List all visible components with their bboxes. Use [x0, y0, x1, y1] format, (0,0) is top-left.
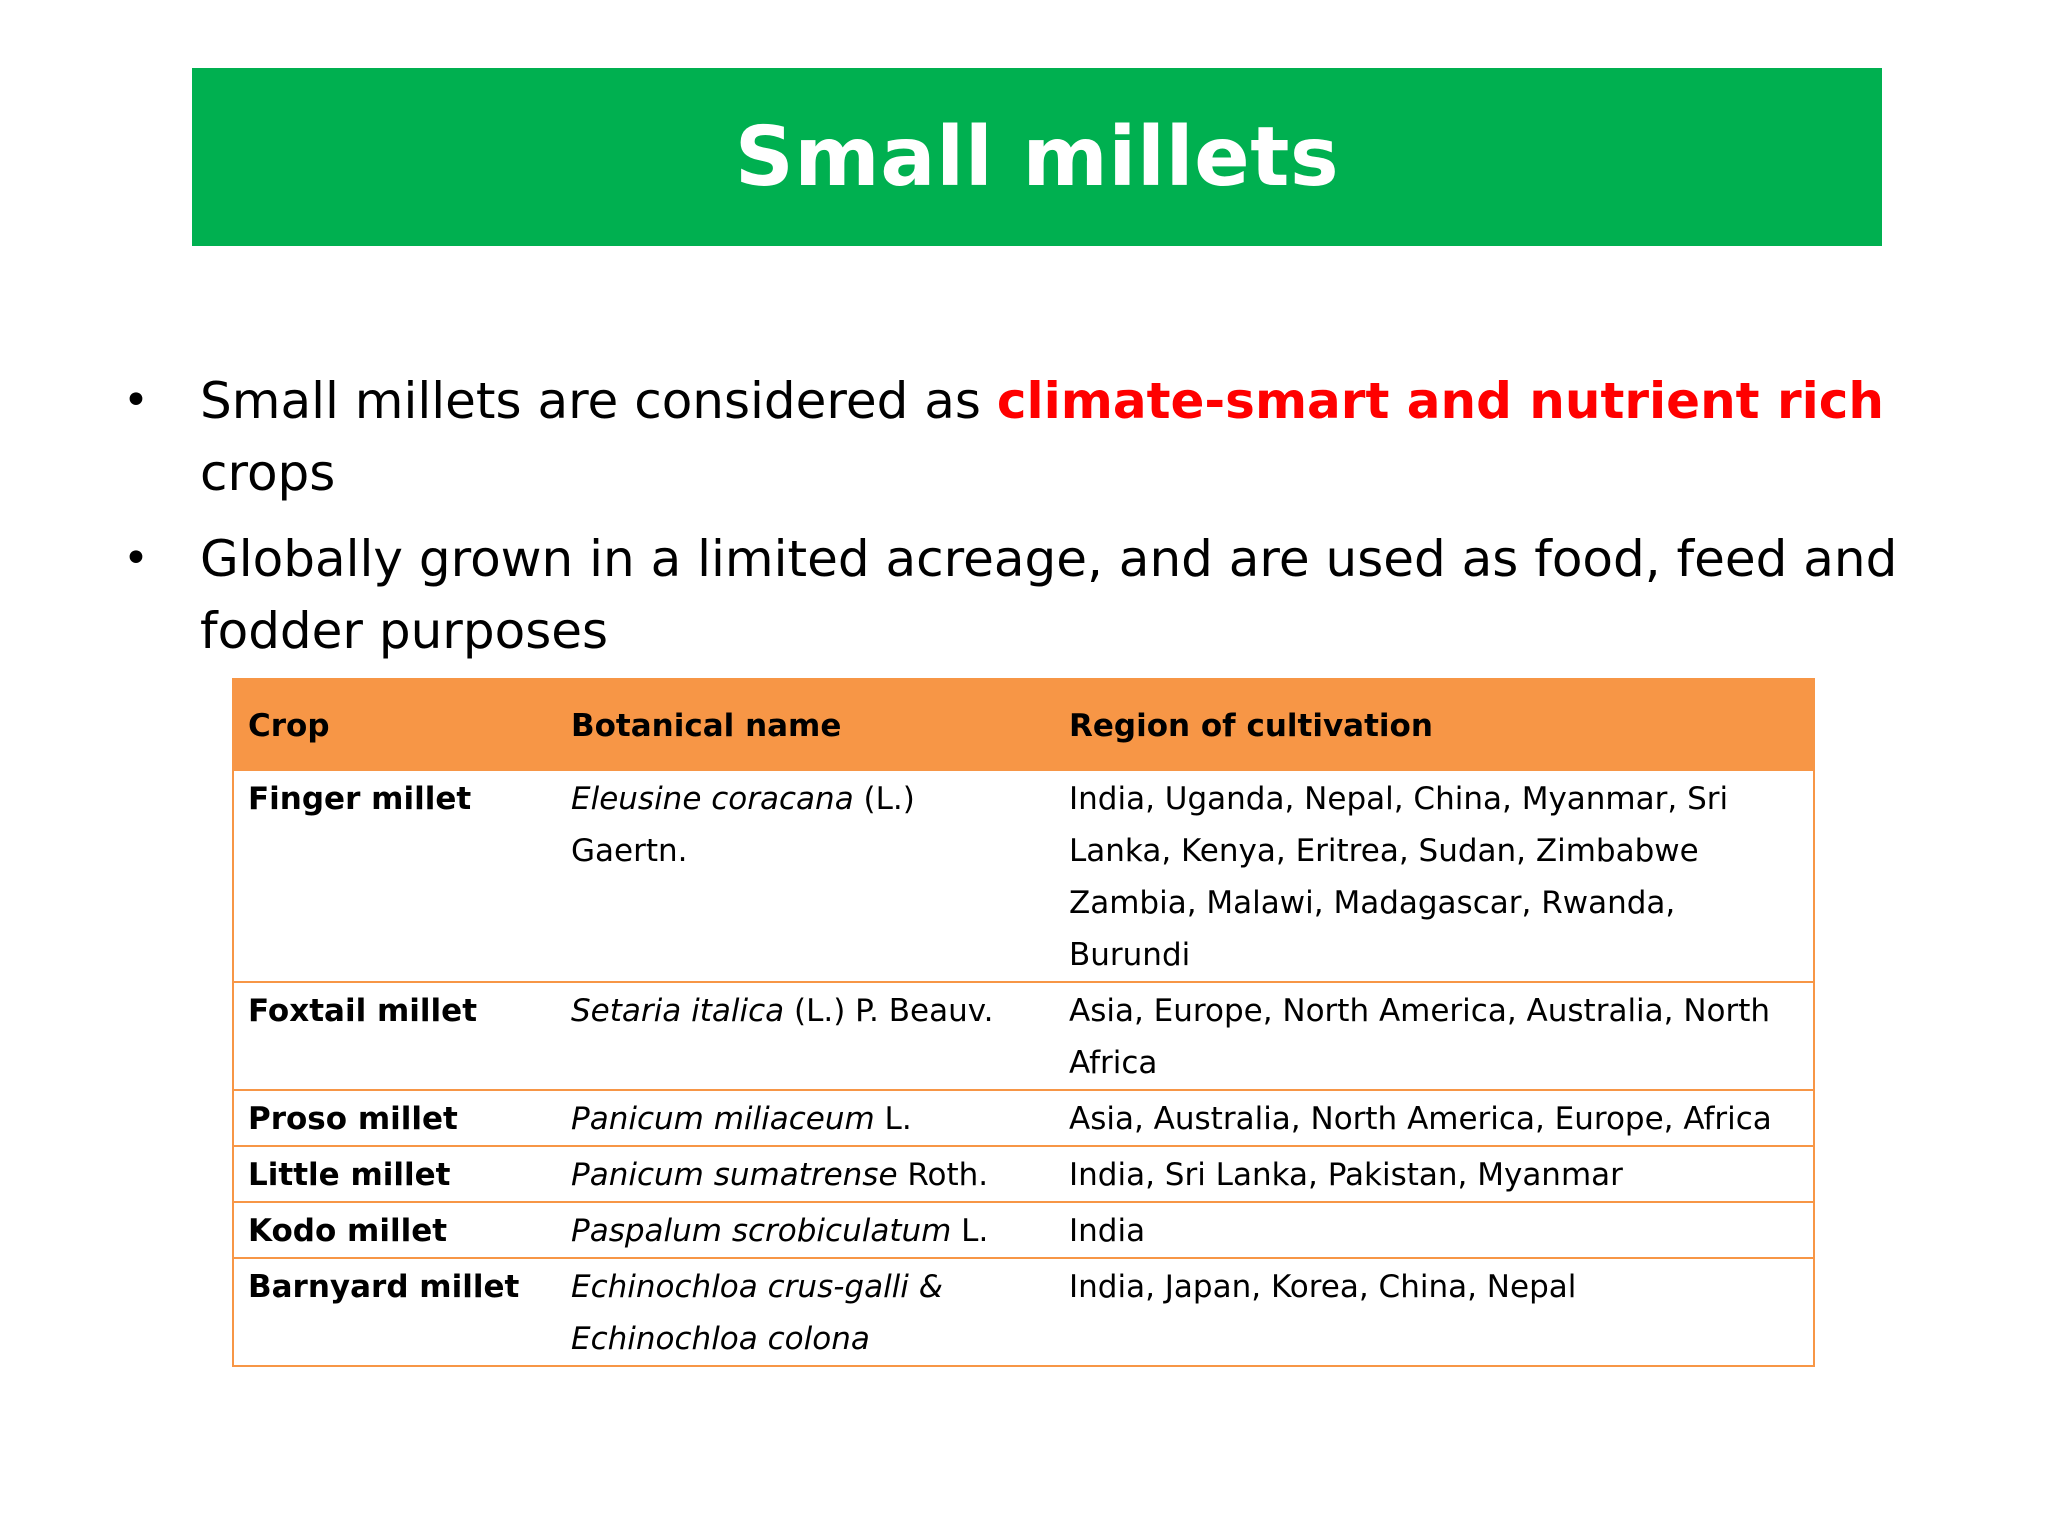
- title-banner: Small millets: [192, 68, 1882, 246]
- millets-table-container: Crop Botanical name Region of cultivatio…: [232, 678, 1815, 1367]
- table-row: Proso millet Panicum miliaceum L. Asia, …: [233, 1090, 1814, 1147]
- page-title: Small millets: [734, 109, 1340, 205]
- botanical-author: (L.) P. Beauv.: [784, 993, 994, 1029]
- cell-region: India, Uganda, Nepal, China, Myanmar, Sr…: [1055, 771, 1814, 983]
- botanical-italic: Paspalum scrobiculatum: [571, 1213, 952, 1249]
- botanical-italic-second: Echinochloa colona: [571, 1321, 870, 1357]
- botanical-italic: Panicum sumatrense: [571, 1157, 898, 1193]
- cell-region: India, Sri Lanka, Pakistan, Myanmar: [1055, 1146, 1814, 1203]
- cell-botanical: Setaria italica (L.) P. Beauv.: [557, 982, 1055, 1091]
- botanical-author: L.: [874, 1101, 912, 1137]
- botanical-author: (L.) Gaertn.: [571, 781, 915, 869]
- bullet-item: • Globally grown in a limited acreage, a…: [110, 523, 1910, 667]
- table-row: Little millet Panicum sumatrense Roth. I…: [233, 1146, 1814, 1203]
- table-row: Kodo millet Paspalum scrobiculatum L. In…: [233, 1202, 1814, 1259]
- header-region: Region of cultivation: [1055, 678, 1814, 771]
- cell-botanical: Echinochloa crus-galli & Echinochloa colo…: [557, 1258, 1055, 1367]
- header-crop: Crop: [233, 678, 557, 771]
- cell-region: Asia, Australia, North America, Europe, …: [1055, 1090, 1814, 1147]
- table-header-row: Crop Botanical name Region of cultivatio…: [233, 678, 1814, 771]
- cell-crop: Foxtail millet: [233, 982, 557, 1091]
- botanical-italic: Echinochloa crus-galli &: [571, 1269, 943, 1305]
- cell-crop: Finger millet: [233, 771, 557, 983]
- cell-botanical: Paspalum scrobiculatum L.: [557, 1202, 1055, 1259]
- cell-crop: Kodo millet: [233, 1202, 557, 1259]
- bullet-highlight: climate-smart and nutrient rich: [996, 372, 1885, 430]
- cell-botanical: Panicum sumatrense Roth.: [557, 1146, 1055, 1203]
- bullet-item: • Small millets are considered as climat…: [110, 365, 1910, 509]
- botanical-author: L.: [951, 1213, 989, 1249]
- cell-region: India: [1055, 1202, 1814, 1259]
- cell-crop: Proso millet: [233, 1090, 557, 1147]
- botanical-italic: Setaria italica: [571, 993, 785, 1029]
- header-botanical-name: Botanical name: [557, 678, 1055, 771]
- botanical-italic: Eleusine coracana: [571, 781, 854, 817]
- cell-crop: Little millet: [233, 1146, 557, 1203]
- millets-table: Crop Botanical name Region of cultivatio…: [232, 678, 1815, 1367]
- bullet-list: • Small millets are considered as climat…: [110, 365, 1910, 681]
- table-row: Foxtail millet Setaria italica (L.) P. B…: [233, 982, 1814, 1091]
- bullet-icon: •: [123, 533, 149, 584]
- bullet-text: Small millets are considered as: [200, 372, 997, 430]
- table-row: Finger millet Eleusine coracana (L.) Gae…: [233, 771, 1814, 983]
- botanical-italic: Panicum miliaceum: [571, 1101, 875, 1137]
- bullet-icon: •: [123, 375, 149, 426]
- cell-region: India, Japan, Korea, China, Nepal: [1055, 1258, 1814, 1367]
- botanical-author: Roth.: [897, 1157, 989, 1193]
- bullet-text: Globally grown in a limited acreage, and…: [200, 530, 1898, 660]
- cell-crop: Barnyard millet: [233, 1258, 557, 1367]
- table-row: Barnyard millet Echinochloa crus-galli &…: [233, 1258, 1814, 1367]
- cell-region: Asia, Europe, North America, Australia, …: [1055, 982, 1814, 1091]
- cell-botanical: Panicum miliaceum L.: [557, 1090, 1055, 1147]
- bullet-text-end: crops: [200, 444, 336, 502]
- cell-botanical: Eleusine coracana (L.) Gaertn.: [557, 771, 1055, 983]
